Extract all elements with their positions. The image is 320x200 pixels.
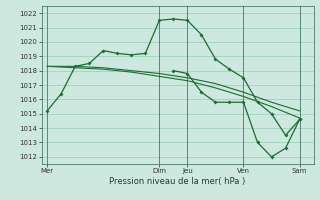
X-axis label: Pression niveau de la mer( hPa ): Pression niveau de la mer( hPa ) [109,177,246,186]
